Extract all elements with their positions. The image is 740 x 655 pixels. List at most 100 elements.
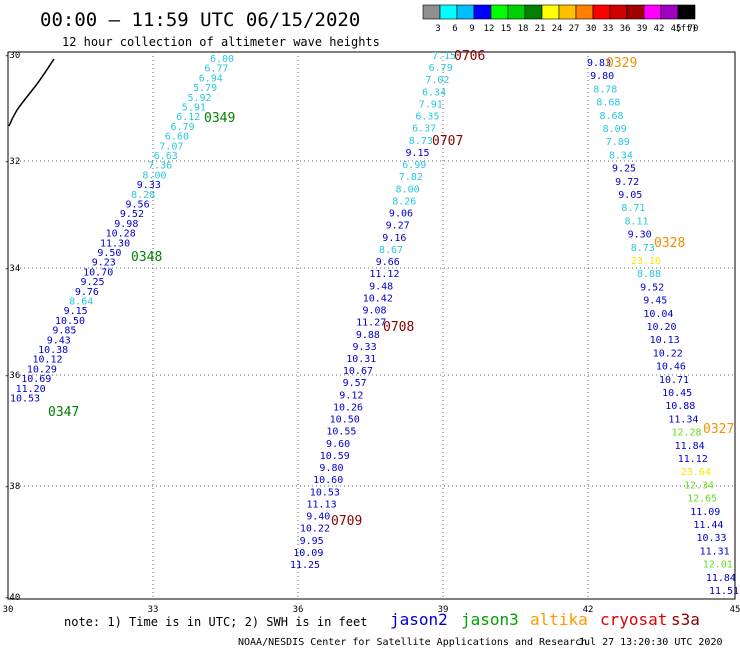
scale-tick-label: 42 [654, 24, 665, 34]
scale-tick-label: 36 [620, 24, 631, 34]
wave-height-value: 10.71 [659, 375, 689, 386]
wave-height-value: 8.28 [131, 190, 155, 201]
wave-height-value: 9.15 [64, 306, 88, 317]
wave-height-value: 10.59 [320, 451, 350, 462]
wave-height-value: 5.79 [193, 83, 217, 94]
wave-height-value: 10.12 [32, 355, 62, 366]
wave-height-value: 10.60 [313, 475, 343, 486]
wave-height-value: 9.72 [615, 177, 639, 188]
track-time-label: 0329 [606, 56, 637, 71]
wave-height-value: 7.36 [148, 161, 172, 172]
wave-height-value: 9.27 [386, 221, 410, 232]
wave-height-value: 10.28 [106, 229, 136, 240]
wave-height-value: 9.76 [75, 287, 99, 298]
scale-swatch [592, 4, 611, 20]
wave-height-value: 9.23 [92, 258, 116, 269]
wave-height-value: 8.88 [637, 269, 661, 280]
wave-height-value: 11.27 [356, 318, 386, 329]
wave-height-value: 9.80 [319, 463, 343, 474]
scale-tick-label: 15 [501, 24, 512, 34]
wave-height-value: 9.95 [300, 536, 324, 547]
wave-height-value: 12.28 [671, 428, 701, 439]
altimeter-tracks: 6.006.776.945.795.925.916.126.796.607.07… [10, 49, 739, 597]
y-tick-label: -40 [4, 593, 20, 603]
wave-height-value: 6.60 [165, 132, 189, 143]
wave-height-value: 10.67 [343, 366, 373, 377]
x-tick-label: 39 [438, 605, 449, 615]
wave-height-value: 10.46 [656, 362, 686, 373]
scale-swatch [422, 4, 441, 20]
wave-height-value: 6.94 [199, 73, 223, 84]
wave-height-value: 9.60 [326, 439, 350, 450]
wave-height-value: 8.34 [609, 150, 633, 161]
wave-height-value: 9.33 [353, 342, 377, 353]
wave-height-value: 9.88 [356, 330, 380, 341]
track-time-label: 0707 [432, 134, 463, 149]
wave-height-value: 7.91 [419, 99, 443, 110]
wave-height-value: 9.12 [339, 390, 363, 401]
scale-tick-label: 24 [552, 24, 563, 34]
axis-labels: 30 33 36 39 42 45 -30 -32 -34 -36 -38 -40 [3, 51, 740, 615]
x-tick-label: 30 [3, 605, 14, 615]
satellite-legend-item: altika [530, 610, 588, 629]
track-time-label: 0709 [331, 514, 362, 529]
map-frame [7, 51, 736, 600]
wave-height-value: 9.98 [114, 219, 138, 230]
wave-height-value: 11.44 [693, 520, 723, 531]
track-time-label: 0349 [204, 111, 235, 126]
wave-height-value: 10.38 [38, 345, 68, 356]
wave-height-value: 8.64 [69, 297, 93, 308]
wave-height-value: 6.34 [422, 87, 446, 98]
wave-height-value: 23.64 [681, 467, 711, 478]
scale-swatch [541, 4, 560, 20]
scale-swatch [643, 4, 662, 20]
wave-height-value: 7.02 [425, 75, 449, 86]
wave-height-value: 9.66 [376, 257, 400, 268]
wave-height-value: 11.34 [668, 414, 698, 425]
y-tick-label: -32 [4, 157, 20, 167]
scale-tick-label: 3 [435, 24, 440, 34]
map-subtitle: 12 hour collection of altimeter wave hei… [62, 35, 380, 49]
track-time-label: 0708 [383, 320, 414, 335]
wave-height-value: 23.16 [631, 256, 661, 267]
satellite-legend-item: s3a [671, 610, 700, 629]
wave-height-value: 9.33 [137, 180, 161, 191]
x-tick-label: 33 [148, 605, 159, 615]
wave-height-value: 7.82 [399, 172, 423, 183]
map-title: 00:00 – 11:59 UTC 06/15/2020 [40, 9, 360, 31]
wave-height-value: 9.57 [343, 378, 367, 389]
scale-tick-label: 9 [469, 24, 474, 34]
wave-height-value: 10.53 [10, 394, 40, 405]
footer-credit: NOAA/NESDIS Center for Satellite Applica… [238, 637, 587, 648]
wave-height-value: 10.55 [326, 427, 356, 438]
wave-height-value: 10.33 [696, 533, 726, 544]
wave-height-value: 9.56 [126, 200, 150, 211]
wave-height-value: 8.09 [603, 124, 627, 135]
wave-height-value: 8.68 [596, 98, 620, 109]
y-tick-label: -36 [4, 371, 20, 381]
wave-height-value: 9.83 [587, 58, 611, 69]
x-tick-label: 45 [730, 605, 740, 615]
scale-tick-label: 70 [688, 24, 699, 34]
wave-height-value: 9.52 [120, 209, 144, 220]
wave-height-value: 10.42 [363, 293, 393, 304]
scale-tick-label: 6 [452, 24, 457, 34]
wave-height-value: 11.84 [675, 441, 705, 452]
satellite-legend-item: jason3 [461, 610, 519, 629]
scale-swatch [524, 4, 543, 20]
wave-height-value: 9.05 [618, 190, 642, 201]
wave-height-value: 8.26 [392, 196, 416, 207]
wave-height-value: 10.26 [333, 402, 363, 413]
wave-height-value: 10.88 [665, 401, 695, 412]
wave-height-value: 9.16 [382, 233, 406, 244]
wave-height-value: 8.78 [593, 84, 617, 95]
wave-height-value: 11.12 [678, 454, 708, 465]
wave-height-value: 12.01 [703, 560, 733, 571]
scale-tick-label: 21 [535, 24, 546, 34]
wave-height-value: 9.85 [52, 326, 76, 337]
wave-height-value: 9.08 [362, 306, 386, 317]
wave-height-value: 10.20 [646, 322, 676, 333]
wave-height-value: 6.63 [154, 151, 178, 162]
wave-height-value: 12.34 [684, 480, 714, 491]
scale-swatch [490, 4, 509, 20]
